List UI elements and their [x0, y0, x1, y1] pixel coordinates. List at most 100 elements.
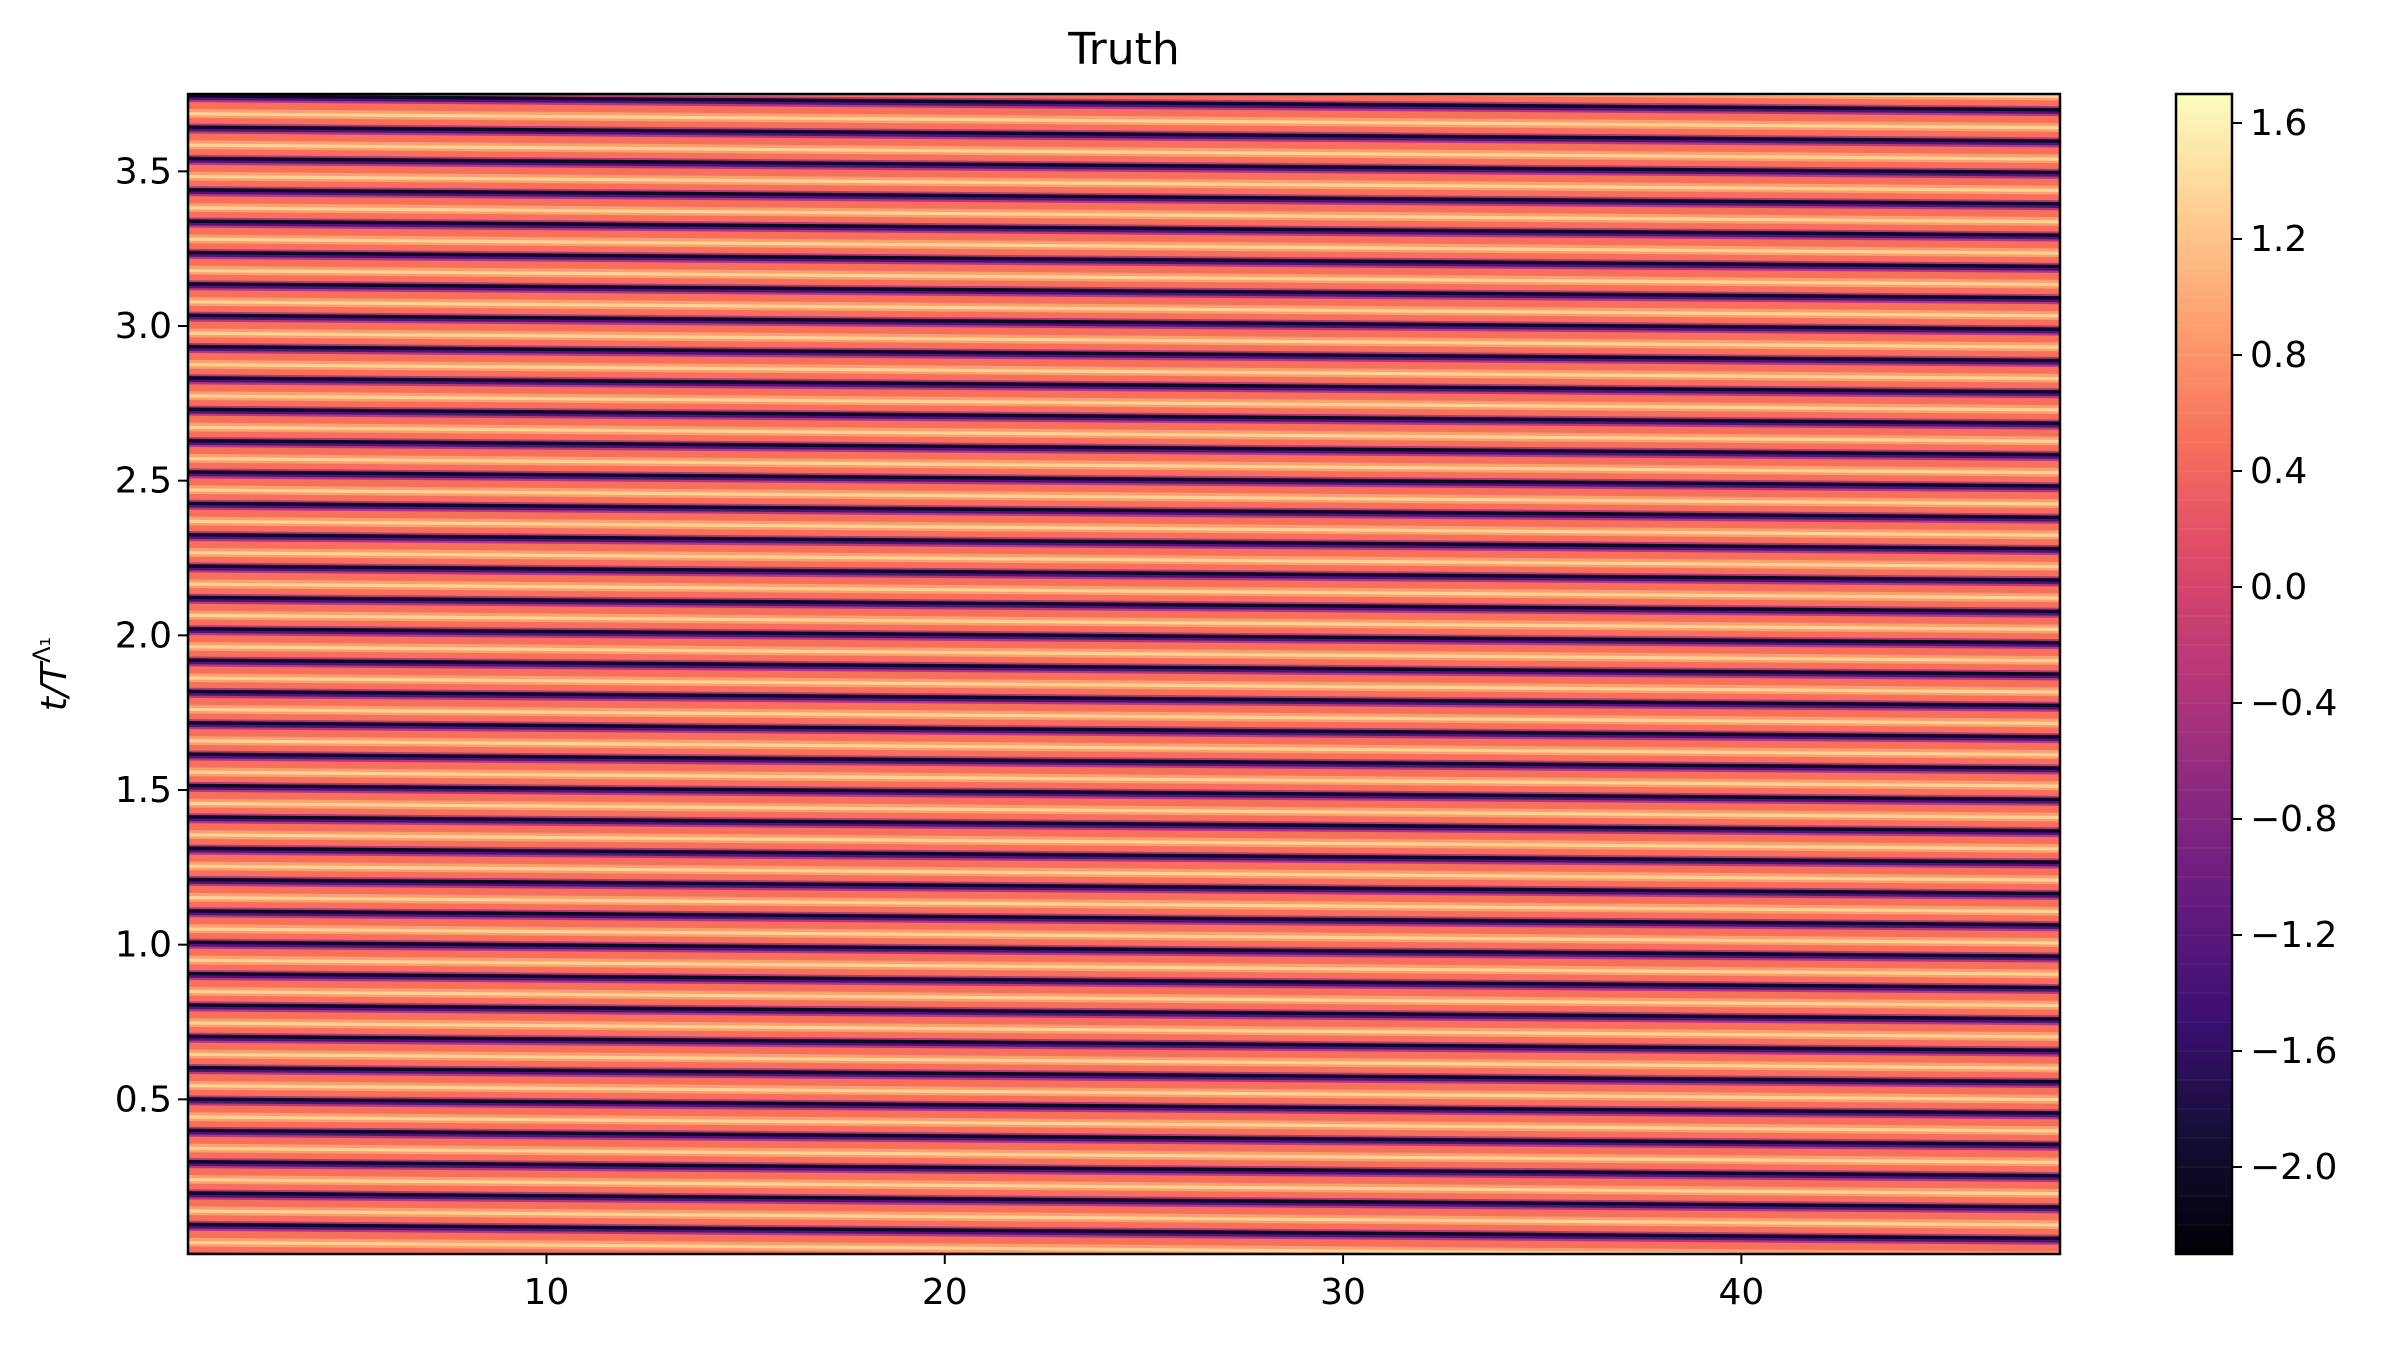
heatmap-band-32-8 — [188, 1126, 2060, 1144]
heatmap-band-28-5 — [188, 990, 2060, 1008]
colorbar-frame — [2174, 92, 2234, 1256]
heatmap-band-33-1 — [188, 1132, 2060, 1150]
heatmap-band-25-1 — [188, 881, 2060, 899]
heatmap-band-25-3 — [188, 885, 2060, 908]
heatmap-band-29-2 — [188, 1009, 2060, 1026]
heatmap-band-16-6 — [188, 616, 2060, 635]
chart-title: Truth — [1067, 24, 1180, 75]
heatmap-band-17-1 — [188, 630, 2060, 648]
heatmap-band-38-5 — [188, 1304, 2060, 1322]
heatmap-band-17-3 — [188, 635, 2060, 657]
heatmap-band-14-7 — [188, 556, 2060, 577]
heatmap-band-16-4 — [188, 610, 2060, 629]
heatmap-band-23-2 — [188, 821, 2060, 838]
heatmap-band-26-6 — [188, 930, 2060, 948]
heatmap-band-3-8 — [188, 217, 2060, 235]
heatmap-band-37-7 — [188, 1278, 2060, 1298]
heatmap-band-24-1 — [188, 849, 2060, 867]
heatmap-band-17-7 — [188, 650, 2060, 672]
heatmap-band-20-1 — [188, 724, 2060, 742]
colorbar: −2.0 −1.6 −1.2 −0.8 −0.4 0.0 0.4 0.8 1.2 1.6 — [2174, 92, 2337, 1256]
heatmap-band-11-5 — [188, 457, 2060, 475]
heatmap-band-2-5 — [188, 174, 2060, 193]
heatmap-band-21-5 — [188, 770, 2060, 789]
heatmap-band-30-3 — [188, 1042, 2060, 1065]
heatmap-band-19-5 — [188, 707, 2060, 726]
heatmap-band-15-3 — [188, 572, 2060, 594]
heatmap-band-9-0 — [188, 376, 2060, 395]
heatmap-band-6-2 — [188, 288, 2060, 305]
heatmap-band-3-1 — [188, 191, 2060, 209]
heatmap-band-34-7 — [188, 1183, 2060, 1205]
y-axis-label-sup: Λ₁ — [28, 637, 56, 663]
heatmap-band-27-7 — [188, 964, 2060, 985]
heatmap-band-36-3 — [188, 1230, 2060, 1253]
heatmap-band-14-1 — [188, 536, 2060, 554]
heatmap-band-2-6 — [188, 178, 2060, 196]
heatmap-band-3-6 — [188, 209, 2060, 227]
heatmap-band-20-5 — [188, 739, 2060, 757]
heatmap-band-10-0 — [188, 407, 2060, 426]
heatmap-band-4-6 — [188, 240, 2060, 258]
heatmap-band-7-7 — [188, 337, 2060, 358]
heatmap-band-19-7 — [188, 713, 2060, 734]
heatmap-band-29-1 — [188, 1006, 2060, 1024]
heatmap-band-36-5 — [188, 1240, 1949, 1254]
heatmap-band-38-1 — [188, 1289, 2060, 1306]
heatmap-band-26-8 — [188, 938, 2060, 956]
heatmap-band-37-3 — [188, 1262, 2060, 1283]
heatmap-band-8-3 — [188, 352, 2060, 375]
heatmap-band-3-4 — [188, 203, 2060, 221]
heatmap-band-5-2 — [188, 256, 2060, 274]
heatmap-band-1-3 — [188, 133, 2060, 155]
heatmap-band-36-4 — [188, 1237, 2060, 1254]
heatmap-band-14-6 — [188, 554, 2060, 572]
heatmap-band-17-4 — [188, 642, 2060, 660]
heatmap-band-32-7 — [188, 1121, 2060, 1142]
heatmap-band-31-3 — [188, 1074, 2060, 1096]
heatmap-band-33-4 — [188, 1143, 2060, 1162]
heatmap-band-9-4 — [188, 391, 2060, 409]
heatmap-band-4-2 — [188, 225, 2060, 243]
heatmap-band-29-7 — [188, 1027, 2060, 1048]
heatmap-band-7-5 — [188, 331, 2060, 350]
heatmap-band-10-2 — [188, 413, 2060, 431]
heatmap-band-20-8 — [188, 750, 2060, 767]
x-axis: 10 20 30 40 — [524, 1254, 1764, 1313]
heatmap-band-19-2 — [188, 695, 2060, 713]
heatmap-band-23-1 — [188, 818, 2060, 836]
heatmap-band-11-0 — [188, 438, 2060, 457]
heatmap-band-25-2 — [188, 883, 2060, 901]
heatmap-band-27-4 — [188, 955, 2060, 974]
heatmap-band-0-3 — [188, 102, 2060, 124]
heatmap-band-22-1 — [188, 787, 2060, 805]
heatmap-band-8-5 — [188, 362, 2060, 381]
heatmap-band-38-6 — [188, 1307, 2060, 1324]
heatmap-band-23-5 — [188, 833, 2060, 851]
heatmap-band-18-6 — [188, 679, 2060, 697]
heatmap-band-38-3 — [188, 1294, 2060, 1315]
plot-area — [188, 94, 2060, 1324]
heatmap-band-8-6 — [188, 366, 2060, 384]
y-axis-label-main: t/T — [34, 660, 75, 711]
heatmap-band-37-6 — [188, 1275, 2060, 1292]
colorbar-tick-label-6: 0.4 — [2250, 451, 2307, 492]
heatmap-band-22-4 — [188, 798, 2060, 817]
heatmap-band-23-7 — [188, 838, 2060, 860]
heatmap-band-1-7 — [188, 149, 2060, 170]
heatmap-band-24-2 — [188, 852, 2060, 870]
heatmap-band-20-3 — [188, 729, 2060, 751]
heatmap-band-24-7 — [188, 870, 2060, 891]
heatmap-band-13-2 — [188, 507, 2060, 525]
heatmap-band-2-8 — [188, 186, 2060, 203]
heatmap-band-7-0 — [188, 313, 2060, 332]
heatmap-band-2-3 — [188, 164, 2060, 187]
colorbar-ticks: −2.0 −1.6 −1.2 −0.8 −0.4 0.0 0.4 0.8 1.2 1.6 — [2232, 103, 2337, 1188]
heatmap-band-24-6 — [188, 867, 2060, 885]
heatmap-band-24-4 — [188, 861, 2060, 880]
heatmap-band-30-4 — [188, 1049, 2060, 1068]
heatmap-band-13-8 — [188, 531, 2060, 548]
heatmap-band-2-4 — [188, 171, 2060, 190]
heatmap-band-25-5 — [188, 895, 2060, 914]
y-tick-label-1: 1.0 — [115, 925, 172, 966]
